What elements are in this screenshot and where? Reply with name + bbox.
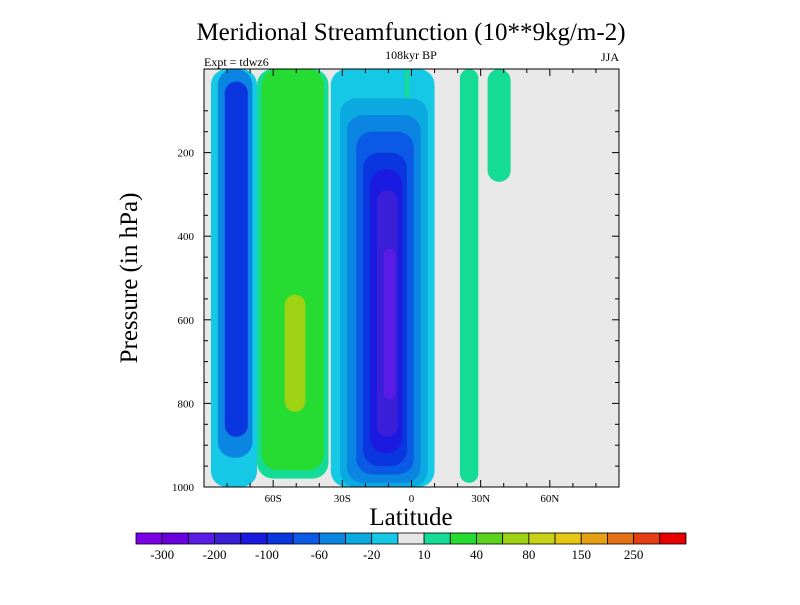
contour-region-cell-northern-midlatitude [487,69,511,182]
colorbar-label: 150 [571,547,591,562]
colorbar-swatch [449,532,477,545]
colorbar-swatch [554,532,582,545]
colorbar-swatch [423,532,451,545]
colorbar-label: 250 [624,547,644,562]
y-tick-label: 1000 [172,482,195,494]
x-axis: 60S 30S 0 30N 60N [203,69,620,505]
season-label: JJA [601,50,619,64]
colorbar-swatch [187,532,215,545]
y-tick-label: 400 [178,231,195,243]
contour-region-cell-antarctic-core [224,81,248,437]
colorbar-label: 80 [522,547,535,562]
period-label: 108kyr BP [385,48,437,62]
y-tick-label: 200 [178,148,195,160]
colorbar-swatch [292,532,320,545]
y-axis: 200 400 600 800 1000 [172,110,619,494]
x-axis-label: Latitude [369,504,452,531]
colorbar-swatch [266,532,294,545]
contour-region-cell-ferrel-core [284,294,306,412]
colorbar-swatch [580,532,608,545]
colorbar-swatch [214,532,242,545]
x-tick-label: 30N [471,493,490,505]
x-tick-label: 0 [409,493,415,505]
colorbar-swatch [397,532,425,545]
colorbar-swatch [371,532,399,545]
contour-region-cell-hadley-south-core [383,248,396,400]
contour-region-cell-tropical-top [404,69,410,99]
colorbar-label: 10 [418,547,431,562]
colorbar-swatch [135,532,163,545]
experiment-label: Expt = tdwz6 [204,55,269,69]
colorbar-swatch [345,532,373,545]
colorbar-label: -60 [311,547,328,562]
colorbar-swatch [476,532,504,545]
colorbar-label: -300 [150,547,174,562]
colorbar-swatch [607,532,635,545]
colorbar: -300 -200 -100 -60 -20 10 40 80 150 250 [135,532,687,562]
x-tick-label: 30S [334,493,351,505]
colorbar-swatch [318,532,346,545]
colorbar-swatch [502,532,530,545]
colorbar-swatch [659,532,687,545]
contour-fill-layer [210,69,511,487]
colorbar-swatch [528,532,556,545]
x-tick-label: 60N [540,493,559,505]
colorbar-swatch [633,532,661,545]
colorbar-swatch [161,532,189,545]
contour-region-cell-hadley-north-outer [459,69,479,483]
contour-region-cell-ferrel-middle [261,69,324,471]
y-tick-label: 800 [178,398,195,410]
colorbar-swatch [240,532,268,545]
colorbar-label: -100 [255,547,279,562]
y-axis-label: Pressure (in hPa) [116,193,143,364]
colorbar-label: -200 [203,547,227,562]
colorbar-label: -20 [363,547,380,562]
y-tick-label: 600 [178,315,195,327]
x-tick-label: 60S [265,493,282,505]
colorbar-label: 40 [470,547,483,562]
chart-title: Meridional Streamfunction (10**9kg/m-2) [196,19,625,46]
